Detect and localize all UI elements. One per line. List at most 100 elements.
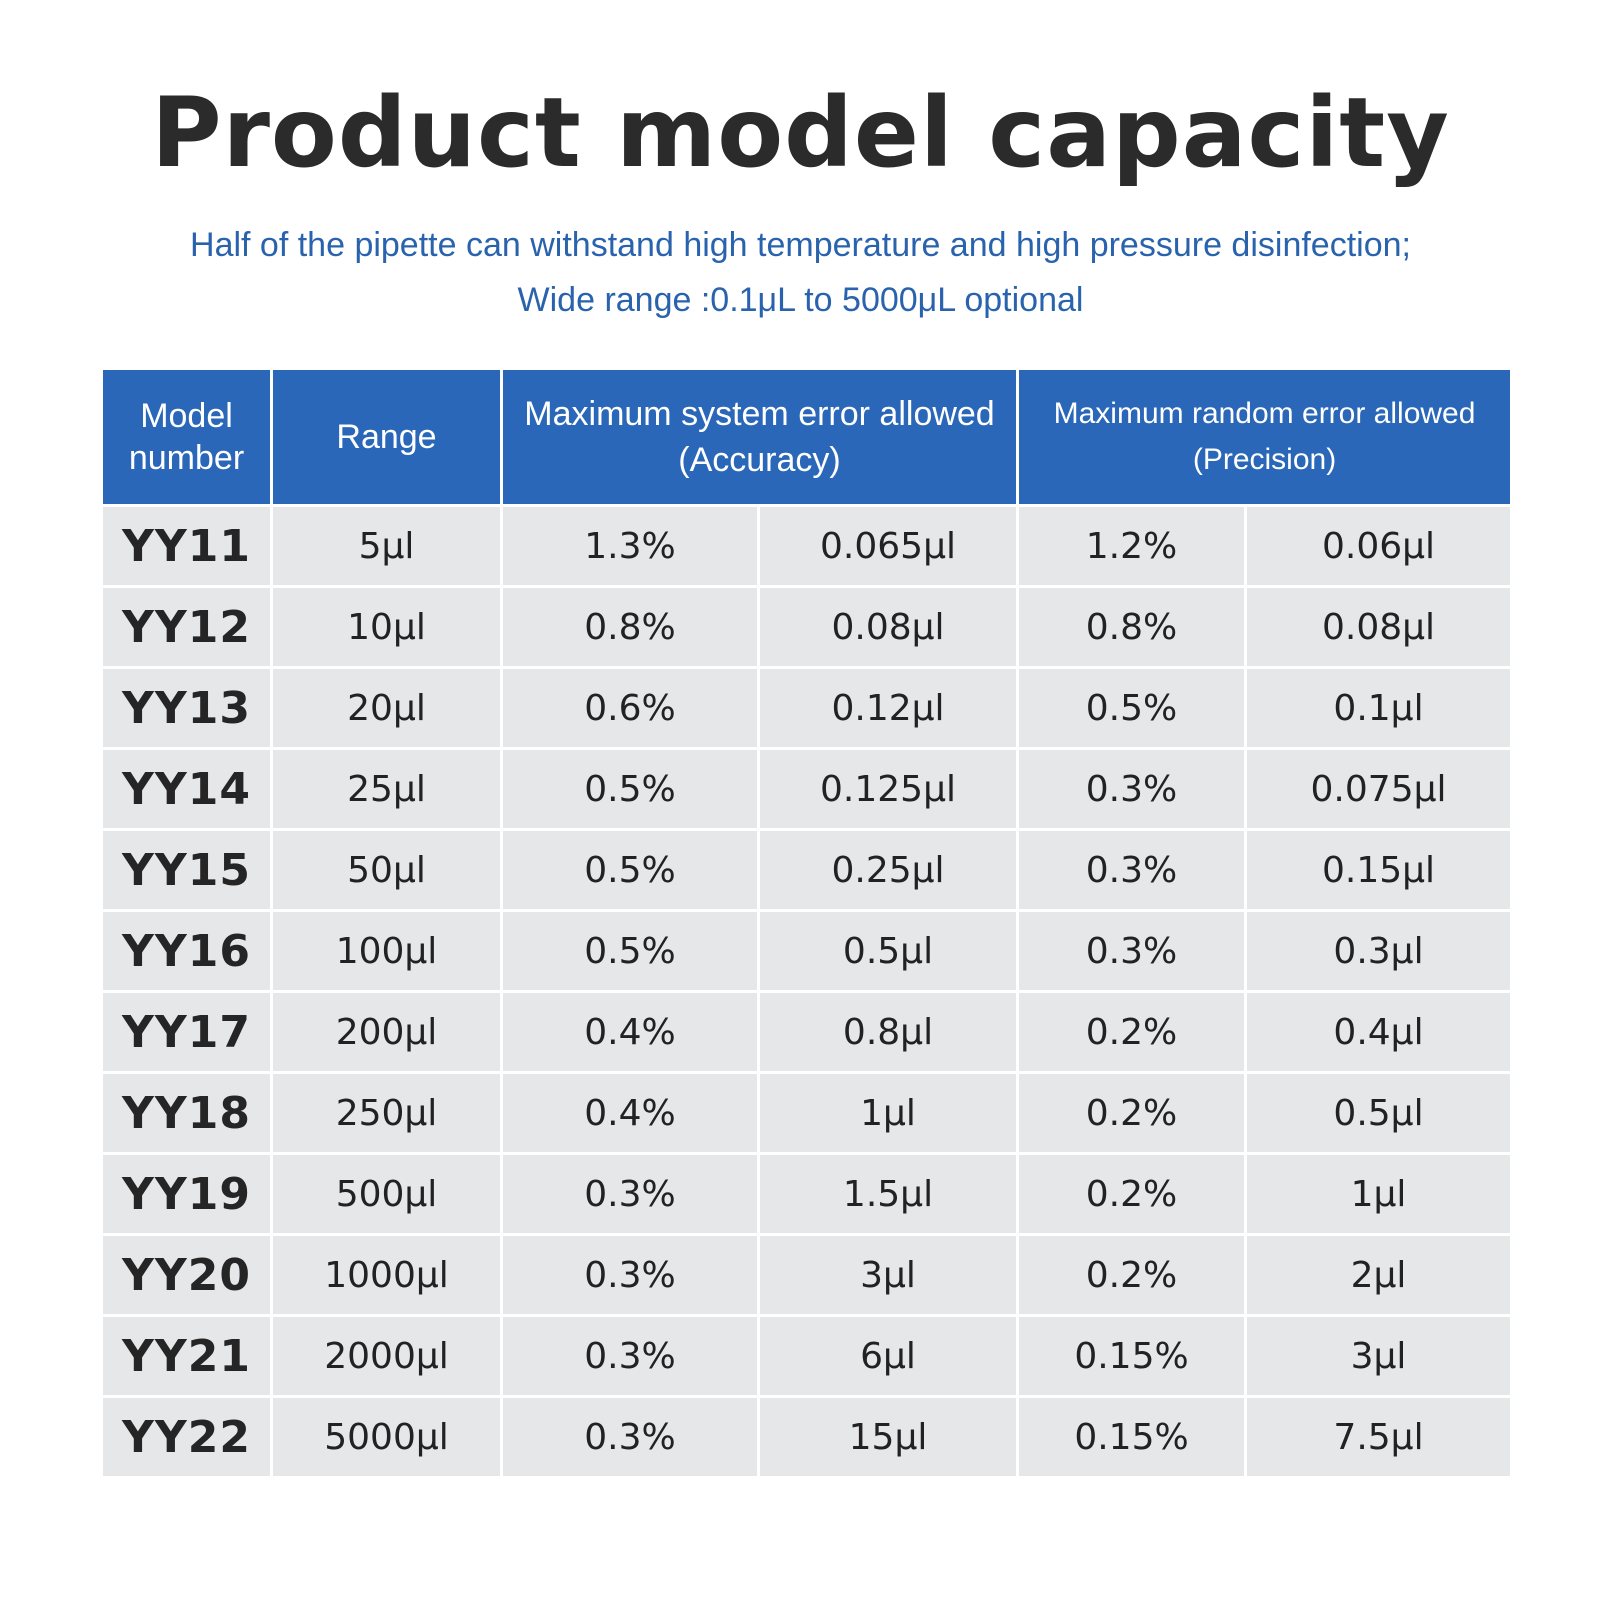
cell-precision-percent: 0.15% [1016,1395,1248,1479]
cell-range: 20μl [270,666,503,750]
cell-precision-volume: 0.15μl [1244,828,1514,912]
table-row: YY20 1000μl 0.3% 3μl 0.2% 2μl [100,1233,1514,1317]
cell-accuracy-percent: 0.8% [500,585,760,669]
cell-range: 5μl [270,504,503,588]
table-row: YY15 50μl 0.5% 0.25μl 0.3% 0.15μl [100,828,1514,912]
cell-accuracy-volume: 1.5μl [756,1152,1020,1236]
subtitle-line-2: Wide range :0.1μL to 5000μL optional [517,281,1084,319]
cell-precision-volume: 3μl [1244,1314,1514,1398]
cell-accuracy-volume: 0.125μl [756,747,1020,831]
cell-accuracy-volume: 0.065μl [756,504,1020,588]
cell-range: 100μl [270,909,503,993]
header-accuracy-line-1: Maximum system error allowed [524,395,995,433]
cell-accuracy-volume: 6μl [756,1314,1020,1398]
cell-model-number: YY20 [100,1233,273,1317]
cell-accuracy-volume: 3μl [756,1233,1020,1317]
header-precision-line-1: Maximum random error allowed [1053,397,1476,430]
cell-precision-volume: 7.5μl [1244,1395,1514,1479]
table-row: YY17 200μl 0.4% 0.8μl 0.2% 0.4μl [100,990,1514,1074]
cell-precision-percent: 0.2% [1016,1152,1248,1236]
header-accuracy: Maximum system error allowed (Accuracy) [499,367,1020,507]
cell-range: 2000μl [270,1314,503,1398]
model-capacity-table: Model number Range Maximum system error … [100,367,1514,1479]
header-range: Range [270,367,503,507]
cell-range: 50μl [270,828,503,912]
cell-precision-volume: 0.1μl [1244,666,1514,750]
table-body: YY11 5μl 1.3% 0.065μl 1.2% 0.06μl YY12 10μl 0.8%… [100,504,1514,1479]
cell-accuracy-percent: 0.3% [500,1395,760,1479]
cell-precision-volume: 1μl [1244,1152,1514,1236]
cell-model-number: YY14 [100,747,273,831]
cell-precision-percent: 0.2% [1016,1071,1248,1155]
cell-precision-percent: 0.15% [1016,1314,1248,1398]
cell-accuracy-percent: 1.3% [500,504,760,588]
table-row: YY14 25μl 0.5% 0.125μl 0.3% 0.075μl [100,747,1514,831]
cell-range: 1000μl [270,1233,503,1317]
cell-accuracy-volume: 1μl [756,1071,1020,1155]
table-row: YY21 2000μl 0.3% 6μl 0.15% 3μl [100,1314,1514,1398]
cell-precision-percent: 0.2% [1016,1233,1248,1317]
header-precision-line-2: (Precision) [1192,443,1337,476]
cell-precision-volume: 0.08μl [1244,585,1514,669]
cell-accuracy-volume: 0.12μl [756,666,1020,750]
table-row: YY19 500μl 0.3% 1.5μl 0.2% 1μl [100,1152,1514,1236]
cell-accuracy-percent: 0.3% [500,1314,760,1398]
cell-model-number: YY21 [100,1314,273,1398]
cell-precision-volume: 0.5μl [1244,1071,1514,1155]
cell-precision-percent: 0.3% [1016,909,1248,993]
cell-range: 500μl [270,1152,503,1236]
cell-range: 10μl [270,585,503,669]
cell-accuracy-volume: 0.8μl [756,990,1020,1074]
cell-precision-percent: 0.3% [1016,828,1248,912]
subtitle-line-1: Half of the pipette can withstand high t… [190,226,1411,264]
cell-accuracy-percent: 0.5% [500,828,760,912]
cell-accuracy-volume: 15μl [756,1395,1020,1479]
cell-accuracy-volume: 0.25μl [756,828,1020,912]
cell-precision-volume: 0.3μl [1244,909,1514,993]
cell-accuracy-percent: 0.4% [500,1071,760,1155]
header-model-line-2: number [128,439,245,477]
header-precision: Maximum random error allowed (Precision) [1016,367,1514,507]
cell-accuracy-percent: 0.3% [500,1152,760,1236]
cell-accuracy-percent: 0.4% [500,990,760,1074]
page-title: Product model capacity [151,77,1450,189]
cell-range: 5000μl [270,1395,503,1479]
cell-precision-percent: 1.2% [1016,504,1248,588]
cell-accuracy-percent: 0.6% [500,666,760,750]
cell-accuracy-volume: 0.08μl [756,585,1020,669]
cell-model-number: YY13 [100,666,273,750]
cell-model-number: YY17 [100,990,273,1074]
cell-precision-percent: 0.3% [1016,747,1248,831]
cell-precision-volume: 0.075μl [1244,747,1514,831]
table-row: YY12 10μl 0.8% 0.08μl 0.8% 0.08μl [100,585,1514,669]
cell-range: 200μl [270,990,503,1074]
cell-model-number: YY12 [100,585,273,669]
header-model-line-1: Model [140,397,233,435]
table-row: YY11 5μl 1.3% 0.065μl 1.2% 0.06μl [100,504,1514,588]
cell-model-number: YY11 [100,504,273,588]
cell-model-number: YY18 [100,1071,273,1155]
table-row: YY22 5000μl 0.3% 15μl 0.15% 7.5μl [100,1395,1514,1479]
cell-model-number: YY15 [100,828,273,912]
cell-precision-volume: 2μl [1244,1233,1514,1317]
cell-model-number: YY19 [100,1152,273,1236]
cell-precision-percent: 0.2% [1016,990,1248,1074]
cell-precision-percent: 0.8% [1016,585,1248,669]
cell-accuracy-percent: 0.5% [500,909,760,993]
cell-range: 25μl [270,747,503,831]
cell-precision-volume: 0.4μl [1244,990,1514,1074]
header-accuracy-line-2: (Accuracy) [678,441,841,479]
cell-model-number: YY22 [100,1395,273,1479]
cell-precision-percent: 0.5% [1016,666,1248,750]
table-row: YY13 20μl 0.6% 0.12μl 0.5% 0.1μl [100,666,1514,750]
cell-range: 250μl [270,1071,503,1155]
table-row: YY18 250μl 0.4% 1μl 0.2% 0.5μl [100,1071,1514,1155]
cell-precision-volume: 0.06μl [1244,504,1514,588]
cell-accuracy-percent: 0.3% [500,1233,760,1317]
table-header-row: Model number Range Maximum system error … [100,367,1514,507]
cell-accuracy-volume: 0.5μl [756,909,1020,993]
cell-accuracy-percent: 0.5% [500,747,760,831]
header-model-number: Model number [100,367,273,507]
table-row: YY16 100μl 0.5% 0.5μl 0.3% 0.3μl [100,909,1514,993]
cell-model-number: YY16 [100,909,273,993]
